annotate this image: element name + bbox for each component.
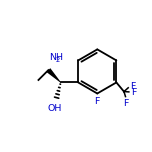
Text: F: F (94, 97, 99, 106)
Text: F: F (131, 88, 137, 97)
Text: F: F (130, 82, 135, 91)
Text: F: F (123, 99, 128, 108)
Text: NH: NH (50, 53, 64, 62)
Text: OH: OH (47, 104, 62, 113)
Text: 2: 2 (56, 57, 60, 63)
Polygon shape (46, 68, 61, 83)
